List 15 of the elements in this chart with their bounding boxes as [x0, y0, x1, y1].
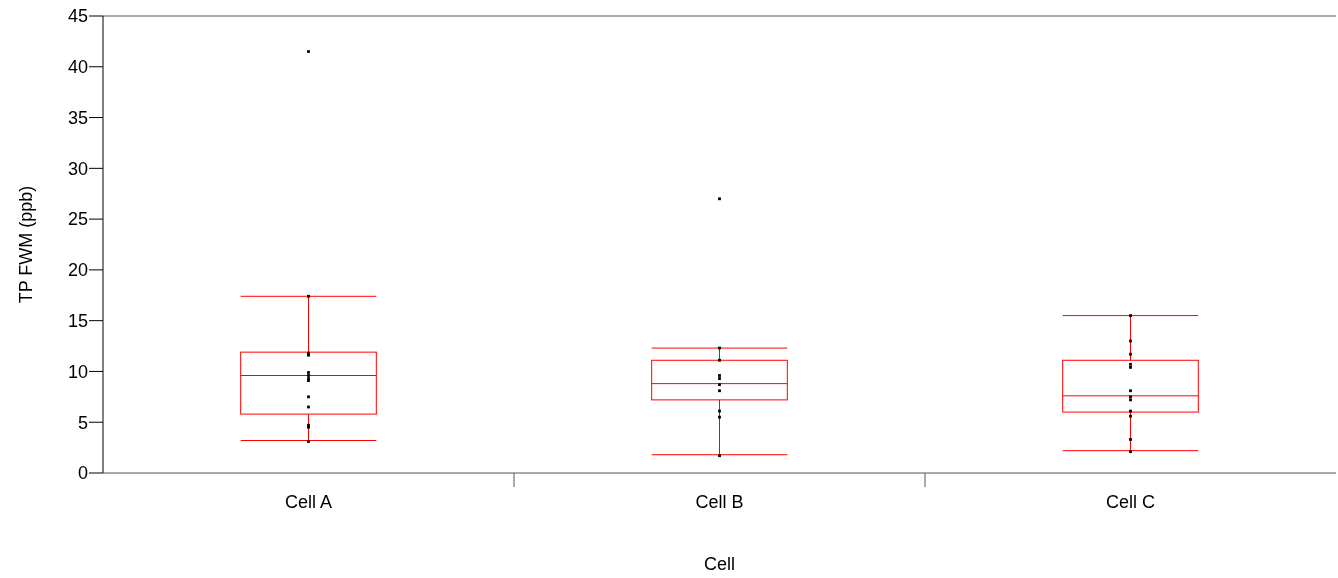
- y-tick-label: 10: [67, 361, 88, 382]
- y-tick-label: 0: [77, 463, 88, 484]
- x-tick-label: Cell C: [1105, 492, 1156, 512]
- y-tick-label: 5: [77, 412, 88, 433]
- y-tick-label: 40: [67, 57, 88, 78]
- x-axis-title: Cell: [703, 554, 736, 574]
- y-tick-label: 15: [67, 310, 88, 331]
- y-tick-label: 45: [67, 6, 88, 27]
- y-tick-label: 30: [67, 158, 88, 179]
- y-tick-label: 25: [67, 209, 88, 230]
- y-tick-label: 20: [67, 260, 88, 281]
- x-tick-label: Cell B: [695, 492, 744, 512]
- x-tick-label: Cell A: [284, 492, 333, 512]
- y-tick-label: 35: [67, 107, 88, 128]
- y-axis-title: TP FWM (ppb): [16, 185, 36, 304]
